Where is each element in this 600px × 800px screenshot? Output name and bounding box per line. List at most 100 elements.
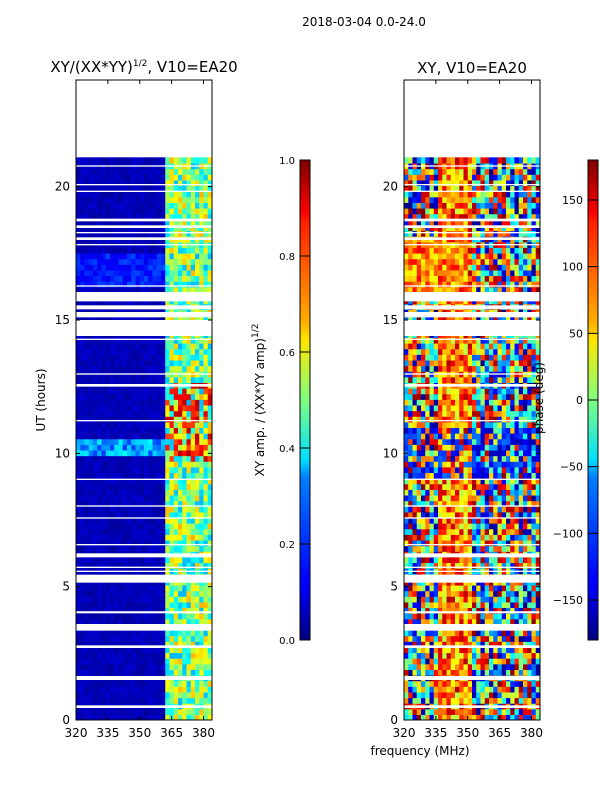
heatmap-cell — [506, 629, 511, 637]
heatmap-cell — [497, 478, 503, 485]
heatmap-cell — [156, 219, 162, 226]
heatmap-cell — [144, 708, 149, 715]
heatmap-cell — [480, 584, 486, 592]
heatmap-cell — [110, 669, 115, 676]
heatmap-cell — [484, 618, 490, 625]
heatmap-cell — [438, 500, 443, 507]
heatmap-cell — [169, 202, 175, 209]
heatmap-cell — [80, 433, 86, 440]
heatmap-cell — [523, 517, 528, 524]
heatmap-cell — [442, 613, 448, 620]
heatmap-cell — [84, 196, 90, 203]
heatmap-cell — [195, 562, 200, 569]
heatmap-cell — [459, 646, 465, 654]
heatmap-cell — [93, 179, 98, 187]
heatmap-cell — [122, 652, 128, 659]
heatmap-cell — [165, 596, 171, 603]
heatmap-cell — [408, 596, 414, 603]
heatmap-cell — [412, 494, 418, 502]
heatmap-cell — [510, 511, 516, 519]
heatmap-cell — [195, 489, 200, 496]
heatmap-cell — [165, 455, 171, 462]
heatmap-cell — [105, 539, 111, 547]
heatmap-cell — [523, 646, 528, 654]
heatmap-cell — [207, 269, 212, 277]
heatmap-cell — [476, 461, 482, 468]
heatmap-cell — [510, 539, 516, 547]
heatmap-cell — [148, 230, 154, 237]
colorbar-amplitude-label-sup: 1/2 — [251, 324, 261, 338]
heatmap-cell — [88, 337, 94, 344]
heatmap-cell — [514, 658, 520, 665]
heatmap-cell — [425, 584, 431, 592]
heatmap-cell — [131, 691, 137, 699]
heatmap-cell — [182, 556, 188, 564]
heatmap-cell — [459, 444, 465, 451]
heatmap-cell — [152, 174, 158, 181]
heatmap-cell — [88, 157, 94, 164]
heatmap-cell — [114, 376, 120, 383]
heatmap-cell — [110, 708, 115, 715]
heatmap-cell — [199, 539, 205, 547]
heatmap-cell — [489, 691, 494, 699]
heatmap-cell — [518, 523, 524, 530]
heatmap-cell — [412, 652, 418, 659]
heatmap-cell — [122, 196, 128, 203]
heatmap-cell — [186, 500, 192, 507]
heatmap-cell — [173, 461, 179, 468]
heatmap-cell — [195, 708, 200, 715]
heatmap-cell — [127, 213, 132, 220]
heatmap-cell — [135, 393, 141, 400]
heatmap-cell — [97, 534, 103, 541]
heatmap-cell — [416, 691, 422, 699]
heatmap-cell — [484, 523, 490, 530]
heatmap-cell — [182, 613, 188, 620]
heatmap-cell — [148, 354, 154, 361]
heatmap-cell — [182, 247, 188, 254]
heatmap-cell — [114, 281, 120, 288]
heatmap-cell — [421, 613, 426, 620]
heatmap-cell — [199, 376, 205, 383]
y-tick-label: 15 — [55, 313, 70, 327]
heatmap-cell — [144, 354, 149, 361]
heatmap-cell — [144, 191, 149, 198]
heatmap-cell — [148, 438, 154, 445]
heatmap-cell — [195, 517, 200, 524]
heatmap-cell — [84, 348, 90, 355]
heatmap-cell — [76, 517, 81, 524]
heatmap-cell — [127, 483, 132, 490]
heatmap-cell — [442, 663, 448, 670]
heatmap-cell — [476, 635, 482, 642]
heatmap-cell — [429, 635, 435, 642]
heatmap-cell — [122, 444, 128, 451]
heatmap-cell — [459, 433, 465, 440]
heatmap-cell — [97, 393, 103, 400]
heatmap-cell — [139, 314, 145, 322]
heatmap-cell — [173, 252, 179, 260]
heatmap-cell — [531, 483, 537, 490]
heatmap-cell — [186, 416, 192, 423]
colorbar-amplitude-ticks: 0.00.20.40.60.81.0 — [279, 156, 310, 647]
heatmap-cell — [190, 388, 196, 395]
heatmap-cell — [122, 359, 128, 367]
heatmap-cell — [122, 207, 128, 215]
colorbar-tick-label: 1.0 — [279, 156, 295, 167]
heatmap-cell — [484, 590, 490, 597]
heatmap-cell — [84, 185, 90, 192]
heatmap-cell — [139, 376, 145, 383]
heatmap-cell — [438, 641, 443, 648]
heatmap-cell — [459, 584, 465, 592]
heatmap-cell — [135, 275, 141, 282]
heatmap-cell — [450, 629, 456, 637]
heatmap-cell — [182, 658, 188, 665]
heatmap-cell — [182, 528, 188, 535]
heatmap-cell — [412, 596, 418, 603]
heatmap-cell — [438, 545, 443, 552]
heatmap-cell — [506, 517, 511, 524]
heatmap-cell — [127, 506, 132, 513]
heatmap-cell — [165, 314, 171, 322]
heatmap-cell — [506, 500, 511, 507]
heatmap-cell — [173, 393, 179, 400]
heatmap-cell — [472, 433, 477, 440]
heatmap-cell — [122, 697, 128, 704]
